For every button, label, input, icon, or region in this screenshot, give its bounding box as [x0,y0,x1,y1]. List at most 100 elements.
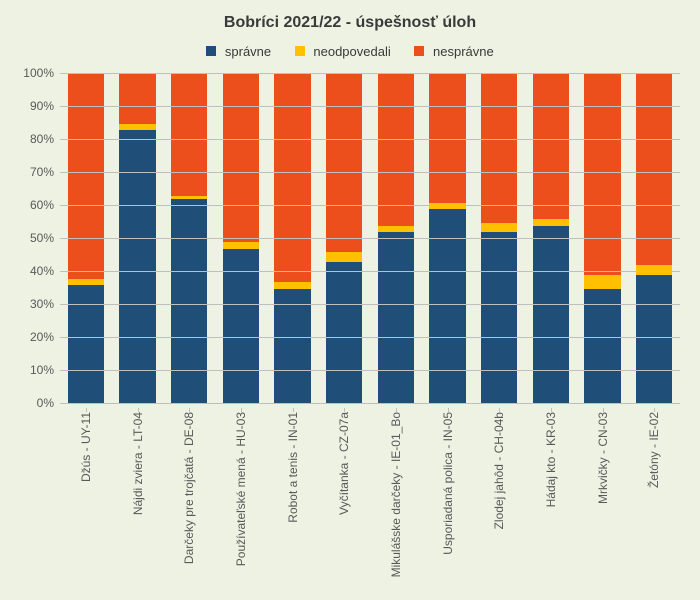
y-axis-label: 40% [30,264,60,278]
bar-slot [628,74,680,404]
grid-line: 100% [60,73,680,74]
bar-segment-neodpovedali [378,226,414,233]
bar-slot [577,74,629,404]
bar-segment-spravne [636,275,672,404]
grid-line: 80% [60,139,680,140]
bar-segment-nespravne [119,74,155,124]
bar-slot [267,74,319,404]
bar-segment-spravne [326,262,362,404]
bar-slot [112,74,164,404]
stacked-bar [636,74,672,404]
stacked-bar [171,74,207,404]
stacked-bar [223,74,259,404]
bar-segment-spravne [223,249,259,404]
grid-line: 30% [60,304,680,305]
bar-segment-nespravne [533,74,569,219]
bar-segment-neodpovedali [119,124,155,131]
legend-swatch-neodpovedali [295,46,305,56]
bar-segment-nespravne [584,74,620,275]
chart-container: Bobríci 2021/22 - úspešnosť úloh správne… [0,0,700,600]
bar-segment-nespravne [171,74,207,196]
grid-line: 50% [60,238,680,239]
legend-item-neodpovedali: neodpovedali [295,44,391,59]
x-axis-label: Hádaj kto - KR-03 [544,412,558,507]
bar-segment-neodpovedali [68,279,104,286]
bar-segment-neodpovedali [533,219,569,226]
x-axis-label: Vyčítanka - CZ-07a [337,412,351,515]
bar-segment-nespravne [223,74,259,242]
bar-segment-nespravne [68,74,104,279]
grid-line: 90% [60,106,680,107]
bar-slot [163,74,215,404]
plot-area: 0% 10% 20% 30% 40% 50% 60% 70% 80% 90% 100% [60,74,680,404]
legend-label-nespravne: nesprávne [433,44,494,59]
x-axis-label: Mrkvičky - CN-03 [596,412,610,504]
x-axis-label: Nájdi zviera - LT-04 [131,412,145,515]
stacked-bar [68,74,104,404]
bar-slot [525,74,577,404]
bar-segment-neodpovedali [429,203,465,210]
legend-label-spravne: správne [225,44,271,59]
bar-segment-nespravne [378,74,414,226]
x-axis-label: Mikulášske darčeky - IE-01_Bo [389,412,403,577]
bar-segment-spravne [274,289,310,405]
stacked-bar [119,74,155,404]
grid-line: 40% [60,271,680,272]
bars-group [60,74,680,404]
y-axis-label: 20% [30,330,60,344]
bar-segment-spravne [378,232,414,404]
x-axis-label: Robot a tenis - IN-01 [286,412,300,523]
y-axis-label: 60% [30,198,60,212]
bar-slot [370,74,422,404]
legend-swatch-spravne [206,46,216,56]
y-axis-label: 80% [30,132,60,146]
grid-line: 0% [60,403,680,404]
bar-segment-neodpovedali [584,275,620,288]
legend-item-spravne: správne [206,44,271,59]
stacked-bar [378,74,414,404]
bar-slot [60,74,112,404]
stacked-bar [326,74,362,404]
bar-segment-spravne [171,199,207,404]
stacked-bar [274,74,310,404]
x-axis-label: Džús - UY-11 [79,412,93,482]
y-axis-label: 0% [37,396,60,410]
legend-label-neodpovedali: neodpovedali [313,44,390,59]
bar-segment-neodpovedali [274,282,310,289]
y-axis-label: 90% [30,99,60,113]
chart-title: Bobríci 2021/22 - úspešnosť úloh [0,14,700,32]
x-axis-label: Usporiadaná polica - IN-05 [441,412,455,555]
bar-slot [422,74,474,404]
grid-line: 60% [60,205,680,206]
y-axis-label: 50% [30,231,60,245]
y-axis-label: 10% [30,363,60,377]
bar-segment-nespravne [326,74,362,252]
bar-segment-spravne [584,289,620,405]
grid-line: 70% [60,172,680,173]
x-axis-label: Žetóny - IE-02 [647,412,661,488]
stacked-bar [429,74,465,404]
bar-segment-spravne [481,232,517,404]
x-axis-label: Používateľské mená - HU-03 [234,412,248,566]
x-axis-label: Zlodej jahôd - CH-04b [492,412,506,529]
bar-segment-neodpovedali [481,223,517,233]
y-axis-label: 30% [30,297,60,311]
grid-line: 10% [60,370,680,371]
bar-segment-neodpovedali [223,242,259,249]
bar-segment-nespravne [481,74,517,223]
stacked-bar [533,74,569,404]
stacked-bar [481,74,517,404]
bar-segment-spravne [533,226,569,404]
bar-slot [215,74,267,404]
grid-line: 20% [60,337,680,338]
y-axis-label: 100% [23,66,60,80]
bar-slot [318,74,370,404]
chart-legend: správne neodpovedali nesprávne [0,44,700,59]
bar-segment-nespravne [636,74,672,265]
legend-item-nespravne: nesprávne [414,44,493,59]
legend-swatch-nespravne [414,46,424,56]
bar-segment-neodpovedali [326,252,362,262]
y-axis-label: 70% [30,165,60,179]
bar-slot [473,74,525,404]
x-axis-label: Darčeky pre trojčatá - DE-08 [182,412,196,564]
